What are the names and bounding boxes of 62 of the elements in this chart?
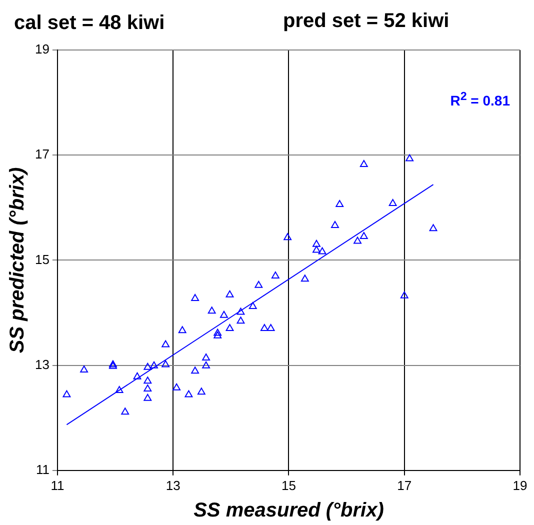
point — [336, 200, 344, 207]
point — [62, 390, 71, 398]
point — [80, 366, 88, 373]
point — [150, 361, 158, 368]
x-tick-label: 15 — [281, 478, 296, 493]
y-tick-label: 13 — [34, 356, 50, 372]
point — [162, 340, 170, 348]
point — [197, 388, 206, 395]
point — [236, 308, 245, 315]
point — [208, 306, 216, 314]
annotation: R$^{2}$ = 0.81 — [450, 90, 510, 109]
point — [284, 233, 292, 240]
point — [191, 366, 200, 374]
point — [133, 372, 142, 380]
point — [236, 316, 245, 324]
point — [400, 291, 408, 298]
point — [260, 324, 268, 332]
point — [214, 331, 222, 338]
point — [162, 360, 170, 368]
chart-subtitle: pred set = 52 kiwi — [283, 10, 450, 33]
point — [312, 240, 320, 247]
point — [220, 310, 228, 318]
x-tick-label: 19 — [512, 478, 528, 493]
point — [354, 236, 362, 244]
point — [121, 408, 130, 415]
x-tick-label: 11 — [50, 478, 64, 493]
point — [115, 386, 124, 394]
point — [144, 384, 152, 392]
y-tick-label: 11 — [36, 462, 50, 477]
point — [331, 221, 339, 228]
y-tick-label: 19 — [34, 42, 50, 57]
x-tick-label: 13 — [166, 478, 180, 493]
point — [266, 324, 275, 332]
point — [312, 246, 320, 253]
point — [226, 324, 234, 332]
point — [191, 294, 200, 302]
point — [429, 224, 438, 232]
point — [184, 390, 193, 398]
point — [300, 274, 309, 282]
point — [202, 353, 210, 360]
point — [318, 247, 326, 254]
point — [254, 280, 263, 288]
point — [214, 328, 222, 336]
point — [406, 154, 414, 162]
point — [226, 290, 234, 298]
point — [144, 394, 152, 401]
point — [202, 361, 210, 368]
point — [144, 362, 152, 370]
point — [178, 326, 186, 334]
point — [144, 376, 152, 384]
point — [360, 160, 368, 168]
point — [271, 271, 280, 278]
point — [360, 232, 368, 240]
y-tick-label: 17 — [34, 146, 50, 162]
y-axis-title: SS predicted (°brix) — [6, 166, 29, 354]
point — [172, 383, 181, 390]
x-axis-title: SS measured (°brix) — [194, 500, 384, 522]
point — [248, 302, 257, 309]
chart-title: cal set = 48 kiwi — [14, 12, 165, 35]
point — [388, 198, 397, 206]
y-tick-label: 15 — [34, 252, 50, 267]
x-tick-label: 17 — [397, 478, 412, 493]
